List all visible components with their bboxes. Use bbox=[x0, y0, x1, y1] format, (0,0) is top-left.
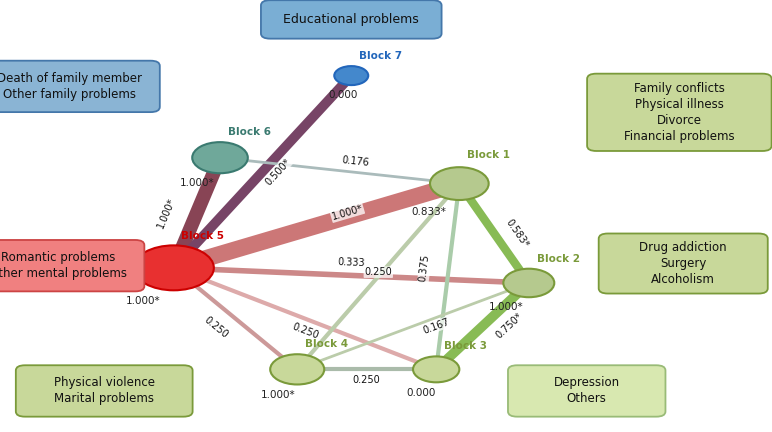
Text: Educational problems: Educational problems bbox=[283, 13, 419, 26]
Text: 0.375: 0.375 bbox=[418, 254, 432, 282]
FancyBboxPatch shape bbox=[0, 240, 144, 291]
Text: Drug addiction
Surgery
Alcoholism: Drug addiction Surgery Alcoholism bbox=[639, 241, 727, 286]
Text: Block 6: Block 6 bbox=[228, 127, 271, 137]
Text: 0.833*: 0.833* bbox=[411, 207, 446, 217]
Text: 0.000: 0.000 bbox=[406, 388, 435, 397]
Text: 1.000*: 1.000* bbox=[155, 196, 177, 229]
Circle shape bbox=[192, 142, 248, 173]
Text: 0.000: 0.000 bbox=[329, 90, 358, 100]
Text: Block 4: Block 4 bbox=[305, 339, 348, 349]
Text: 0.750*: 0.750* bbox=[494, 311, 525, 341]
Text: Block 2: Block 2 bbox=[537, 254, 580, 264]
Text: 0.333: 0.333 bbox=[337, 257, 365, 268]
Circle shape bbox=[413, 356, 459, 382]
Text: Block 7: Block 7 bbox=[359, 51, 402, 61]
FancyBboxPatch shape bbox=[0, 60, 160, 112]
Circle shape bbox=[503, 269, 554, 297]
FancyBboxPatch shape bbox=[16, 365, 193, 416]
Text: 1.000*: 1.000* bbox=[126, 296, 160, 306]
Text: 0.250: 0.250 bbox=[353, 375, 381, 385]
Text: 1.000*: 1.000* bbox=[330, 203, 364, 222]
FancyBboxPatch shape bbox=[261, 0, 442, 39]
Text: 0.250: 0.250 bbox=[290, 322, 320, 341]
Circle shape bbox=[334, 66, 368, 85]
Text: Family conflicts
Physical illness
Divorce
Financial problems: Family conflicts Physical illness Divorc… bbox=[624, 82, 735, 143]
Text: 0.583*: 0.583* bbox=[504, 217, 530, 249]
Text: Romantic problems
Other mental problems: Romantic problems Other mental problems bbox=[0, 251, 127, 280]
Circle shape bbox=[430, 167, 489, 200]
Text: Depression
Others: Depression Others bbox=[554, 376, 620, 406]
Text: 0.167: 0.167 bbox=[422, 317, 451, 336]
Text: 0.500*: 0.500* bbox=[263, 156, 293, 187]
Circle shape bbox=[270, 354, 324, 384]
Text: 1.000*: 1.000* bbox=[180, 178, 214, 188]
Text: 0.176: 0.176 bbox=[341, 156, 369, 168]
FancyBboxPatch shape bbox=[587, 74, 772, 151]
Text: 1.000*: 1.000* bbox=[261, 390, 295, 400]
FancyBboxPatch shape bbox=[508, 365, 665, 416]
Text: Block 5: Block 5 bbox=[181, 231, 225, 241]
Text: 0.250: 0.250 bbox=[364, 267, 392, 277]
FancyBboxPatch shape bbox=[599, 233, 767, 294]
Text: 0.250: 0.250 bbox=[202, 314, 230, 340]
Circle shape bbox=[134, 245, 214, 290]
Text: Block 1: Block 1 bbox=[467, 150, 510, 160]
Text: 1.000*: 1.000* bbox=[489, 302, 523, 312]
Text: Death of family member
Other family problems: Death of family member Other family prob… bbox=[0, 72, 142, 101]
Text: Physical violence
Marital problems: Physical violence Marital problems bbox=[54, 376, 154, 406]
Text: Block 3: Block 3 bbox=[444, 341, 487, 351]
